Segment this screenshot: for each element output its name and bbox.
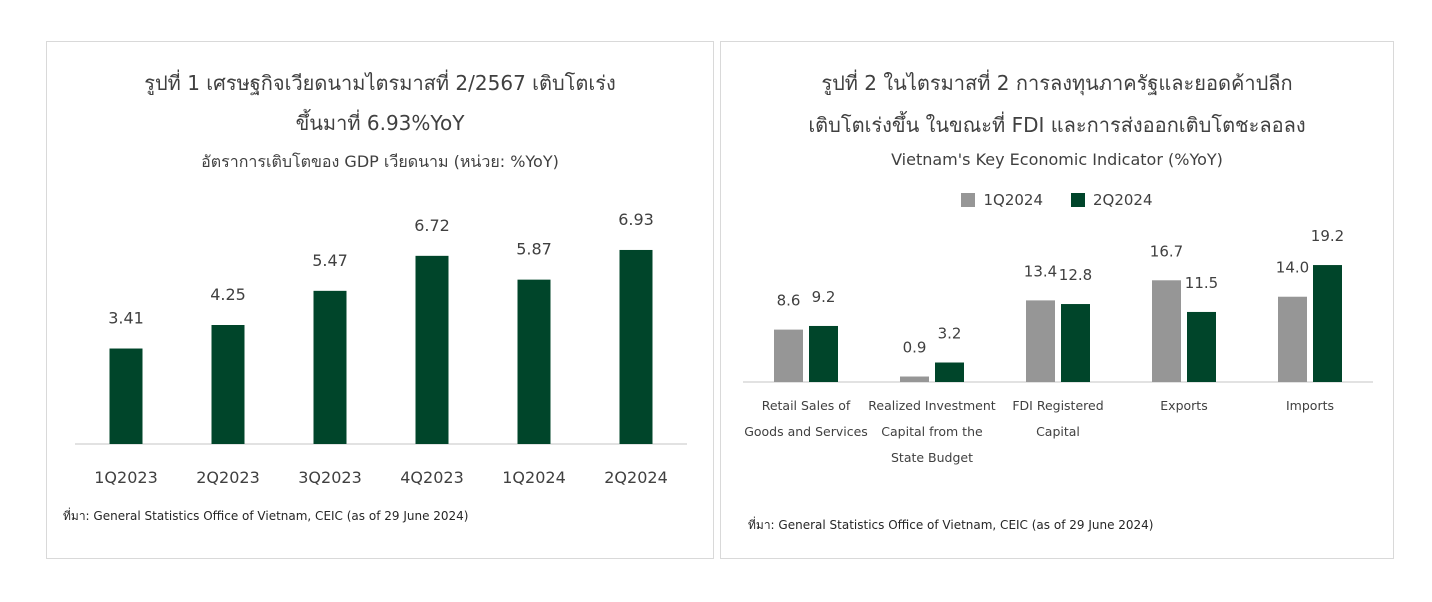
x-tick-3Q2023: 3Q2023 bbox=[298, 468, 362, 487]
chart2-title-line1: รูปที่ 2 ในไตรมาสที่ 2 การลงทุนภาครัฐและ… bbox=[821, 71, 1293, 95]
data-label-1Q2024-1: 0.9 bbox=[903, 339, 927, 357]
data-label-2Q2024-1: 3.2 bbox=[938, 325, 962, 343]
bar-1Q2024 bbox=[517, 279, 551, 444]
x-tick-3-line0: Exports bbox=[1160, 398, 1207, 413]
x-tick-1-line2: State Budget bbox=[891, 450, 973, 465]
gdp-chart-panel: รูปที่ 1 เศรษฐกิจเวียดนามไตรมาสที่ 2/256… bbox=[46, 41, 714, 559]
x-tick-2Q2023: 2Q2023 bbox=[196, 468, 260, 487]
x-tick-1Q2024: 1Q2024 bbox=[502, 468, 566, 487]
data-label-1Q2024: 5.87 bbox=[516, 240, 552, 259]
x-tick-0-line0: Retail Sales of bbox=[762, 398, 851, 413]
chart2-subtitle: Vietnam's Key Economic Indicator (%YoY) bbox=[891, 150, 1223, 169]
legend-item-series2: 2Q2024 bbox=[1071, 191, 1153, 209]
x-tick-1-line1: Capital from the bbox=[881, 424, 983, 439]
chart2-legend: 1Q2024 2Q2024 bbox=[721, 191, 1393, 209]
data-label-2Q2024-0: 9.2 bbox=[812, 288, 836, 306]
bar-4Q2023 bbox=[415, 255, 449, 444]
bar-2Q2024-4 bbox=[1313, 265, 1342, 382]
data-label-1Q2024-2: 13.4 bbox=[1024, 262, 1057, 280]
x-tick-0-line1: Goods and Services bbox=[744, 424, 868, 439]
bar-2Q2024-3 bbox=[1187, 311, 1216, 382]
gdp-bar-chart: 3.41 1Q2023 4.25 2Q2023 5.47 3Q2023 6.72 4Q2023… bbox=[75, 210, 687, 487]
legend-swatch-series1 bbox=[961, 193, 976, 207]
x-tick-1-line0: Realized Investment bbox=[868, 398, 995, 413]
x-tick-4-line0: Imports bbox=[1286, 398, 1334, 413]
x-tick-2-line1: Capital bbox=[1036, 424, 1080, 439]
bar-1Q2024-0 bbox=[774, 329, 803, 382]
data-label-2Q2023: 4.25 bbox=[210, 285, 246, 304]
bar-2Q2024 bbox=[619, 249, 653, 444]
chart1-title-line2: ขึ้นมาที่ 6.93%YoY bbox=[295, 111, 465, 135]
bar-1Q2024-3 bbox=[1152, 280, 1181, 382]
bar-1Q2023 bbox=[109, 348, 143, 444]
bar-1Q2024-1 bbox=[900, 376, 929, 382]
indicators-chart-panel: รูปที่ 2 ในไตรมาสที่ 2 การลงทุนภาครัฐและ… bbox=[720, 41, 1394, 559]
chart2-source: ที่มา: General Statistics Office of Viet… bbox=[748, 518, 1154, 532]
legend-swatch-series2 bbox=[1071, 193, 1085, 207]
data-label-4Q2023: 6.72 bbox=[414, 216, 450, 235]
bar-2Q2024-1 bbox=[935, 362, 964, 382]
bar-2Q2024-0 bbox=[809, 325, 838, 382]
x-tick-1Q2023: 1Q2023 bbox=[94, 468, 158, 487]
legend-label-series2: 2Q2024 bbox=[1093, 191, 1153, 209]
chart1-title-line1: รูปที่ 1 เศรษฐกิจเวียดนามไตรมาสที่ 2/256… bbox=[144, 71, 616, 95]
bar-1Q2024-2 bbox=[1026, 300, 1055, 382]
legend-item-series1: 1Q2024 bbox=[961, 191, 1043, 209]
bar-1Q2024-4 bbox=[1278, 296, 1307, 382]
chart1-subtitle: อัตราการเติบโตของ GDP เวียดนาม (หน่วย: %… bbox=[201, 152, 559, 171]
data-label-3Q2023: 5.47 bbox=[312, 251, 348, 270]
x-tick-4Q2023: 4Q2023 bbox=[400, 468, 464, 487]
x-tick-2Q2024: 2Q2024 bbox=[604, 468, 668, 487]
chart2-title-line2: เติบโตเร่งขึ้น ในขณะที่ FDI และการส่งออก… bbox=[808, 113, 1306, 137]
data-label-2Q2024-3: 11.5 bbox=[1185, 274, 1218, 292]
chart1-source: ที่มา: General Statistics Office of Viet… bbox=[63, 509, 469, 523]
data-label-1Q2024-4: 14.0 bbox=[1276, 259, 1309, 277]
x-tick-2-line0: FDI Registered bbox=[1012, 398, 1103, 413]
data-label-2Q2024-4: 19.2 bbox=[1311, 227, 1344, 245]
data-label-1Q2024-0: 8.6 bbox=[777, 292, 801, 310]
bar-2Q2024-2 bbox=[1061, 304, 1090, 382]
data-label-1Q2023: 3.41 bbox=[108, 309, 144, 328]
data-label-2Q2024: 6.93 bbox=[618, 210, 654, 229]
bar-2Q2023 bbox=[211, 325, 245, 444]
data-label-2Q2024-2: 12.8 bbox=[1059, 266, 1092, 284]
indicators-bar-chart: 8.6 9.2 Retail Sales of Goods and Services 0… bbox=[743, 227, 1373, 465]
data-label-1Q2024-3: 16.7 bbox=[1150, 242, 1183, 260]
legend-label-series1: 1Q2024 bbox=[983, 191, 1043, 209]
bar-3Q2023 bbox=[313, 290, 347, 444]
